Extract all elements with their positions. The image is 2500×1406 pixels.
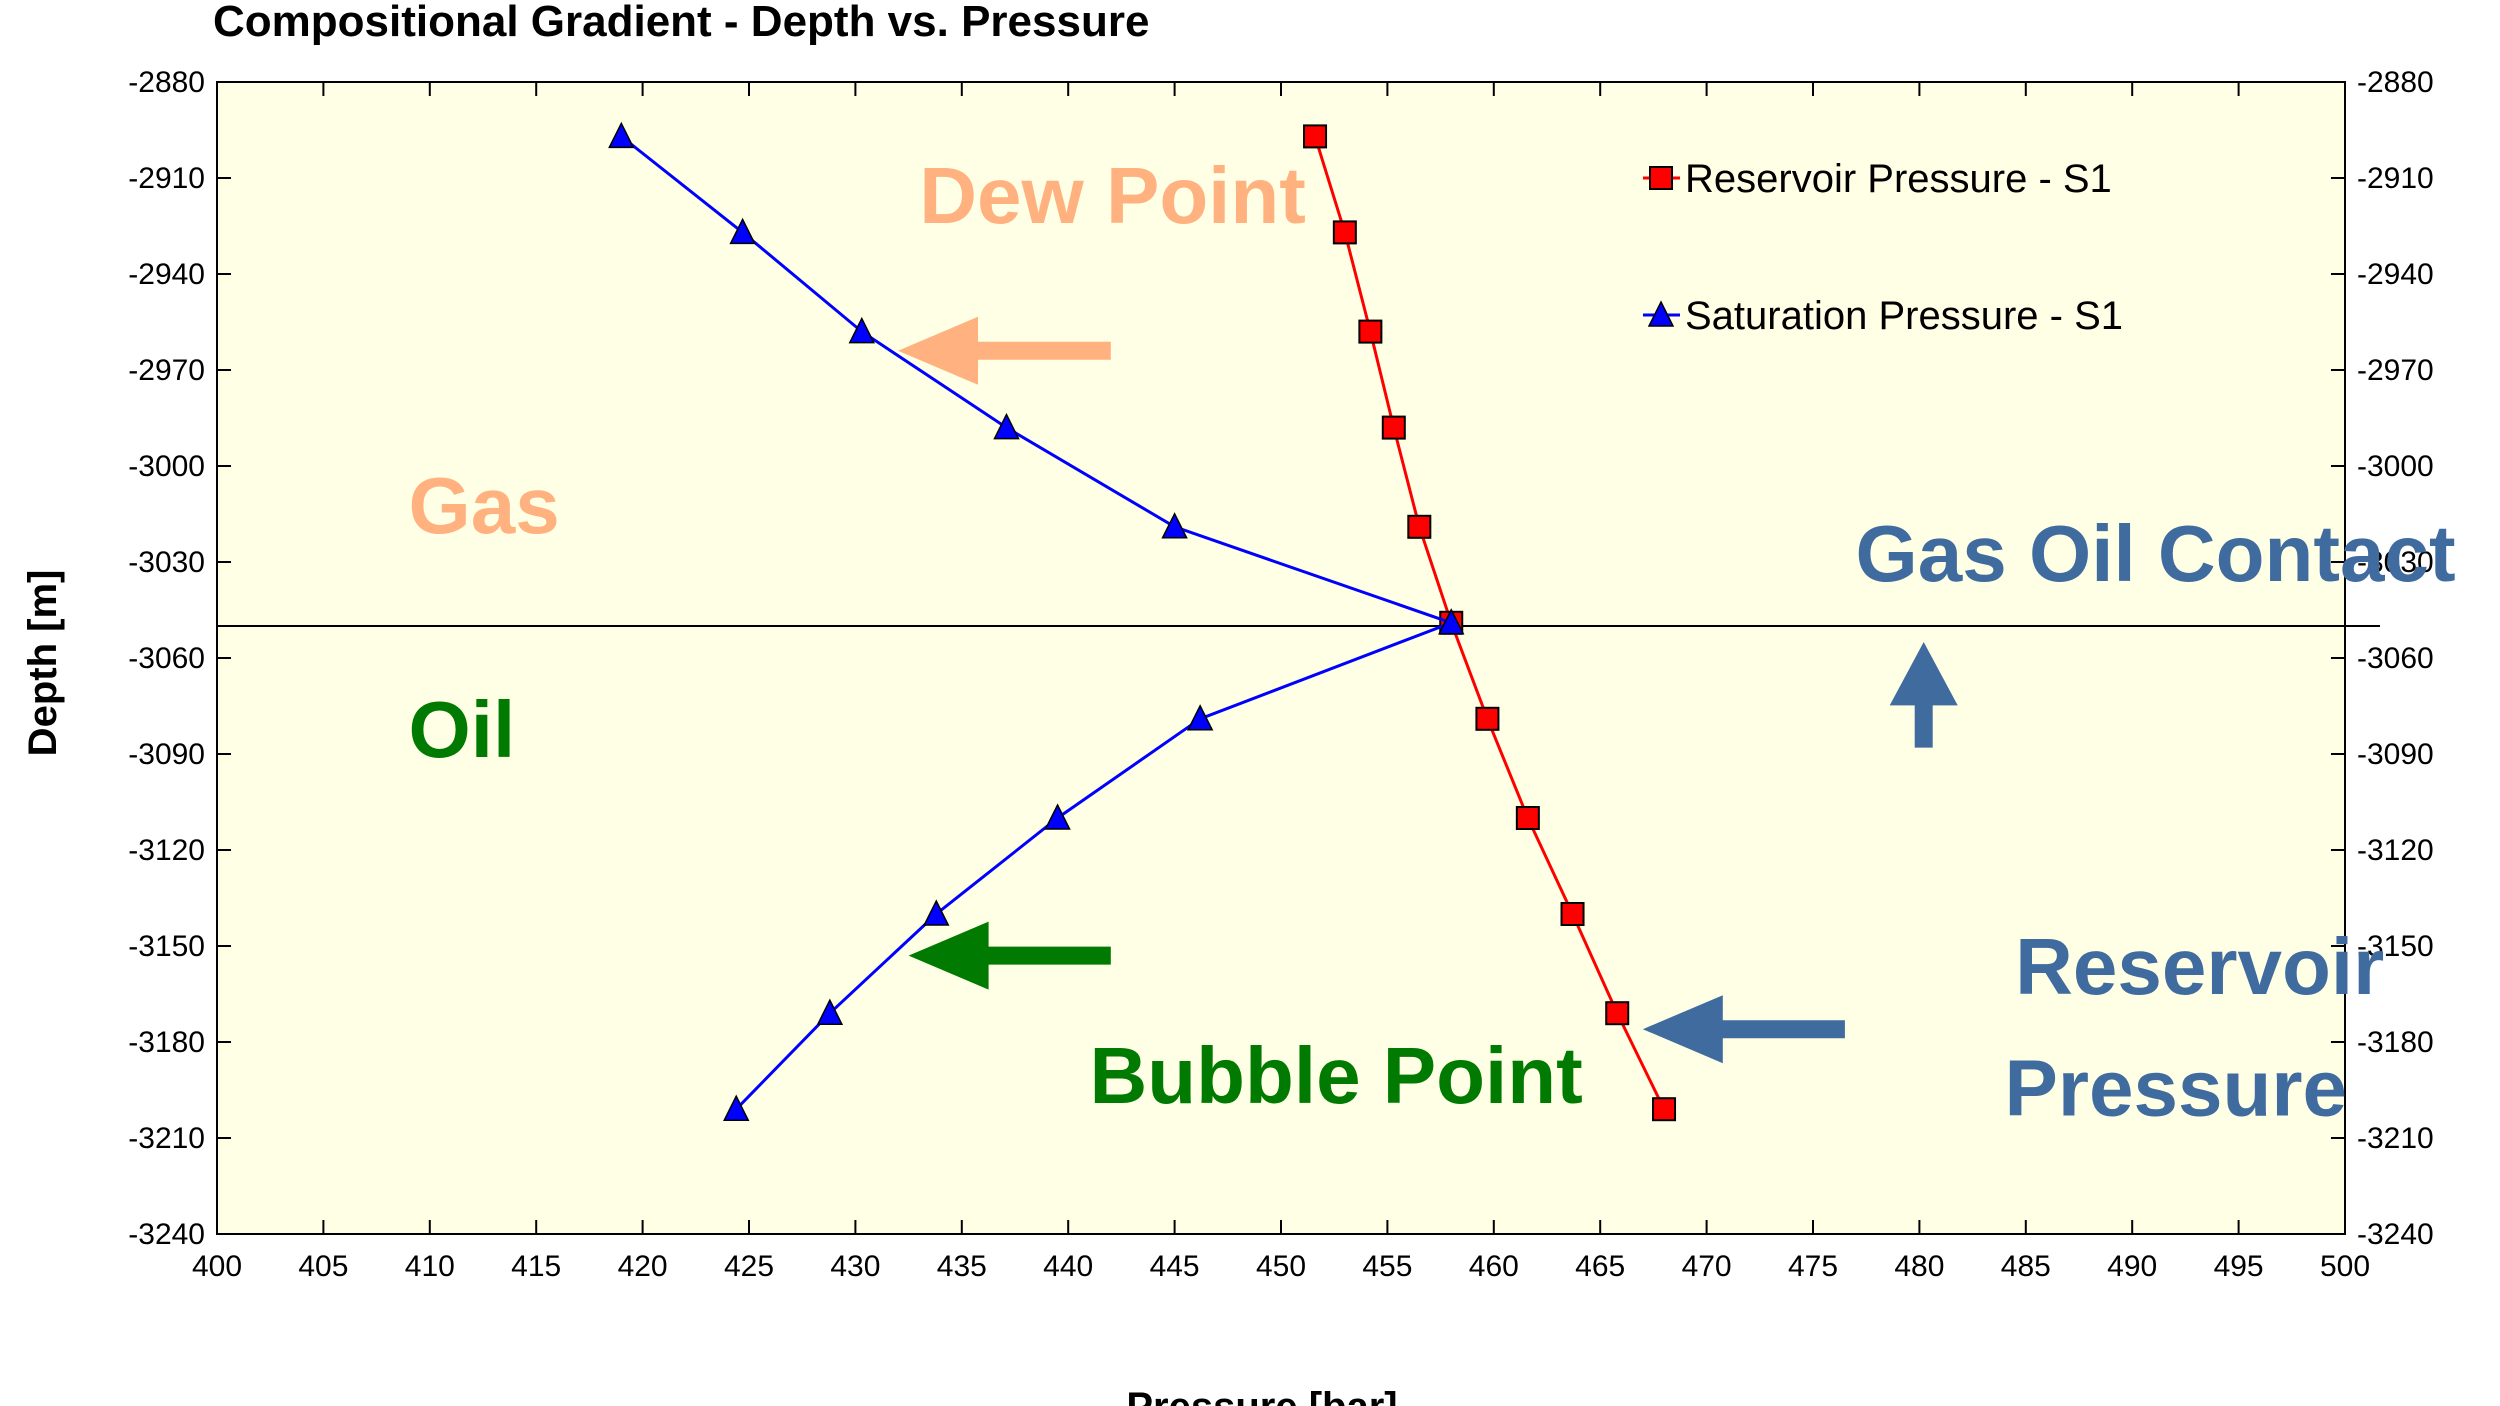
x-tick-label: 400 bbox=[192, 1250, 242, 1283]
data-point-saturation bbox=[848, 316, 875, 344]
x-tick-label: 435 bbox=[937, 1250, 987, 1283]
x-axis-title: Pressure [bar] bbox=[1126, 1385, 1397, 1406]
chart-title: Compositional Gradient - Depth vs. Press… bbox=[213, 0, 1149, 46]
annotation-arrow-bubble-point bbox=[908, 921, 1111, 990]
data-point-saturation bbox=[729, 217, 756, 245]
y-tick-label-right: -2910 bbox=[2357, 162, 2434, 195]
x-tick-label: 480 bbox=[1894, 1250, 1944, 1283]
y-tick-label-left: -3180 bbox=[128, 1026, 205, 1059]
y-tick-label-left: -3240 bbox=[128, 1218, 205, 1251]
x-tick-label: 495 bbox=[2214, 1250, 2264, 1283]
data-point-saturation bbox=[923, 899, 950, 926]
annotation-dew-point: Dew Point bbox=[919, 151, 1306, 240]
legend-label-reservoir: Reservoir Pressure - S1 bbox=[1685, 157, 2112, 201]
x-tick-label: 470 bbox=[1682, 1250, 1732, 1283]
x-tick-label: 405 bbox=[298, 1250, 348, 1283]
y-tick-label-left: -2910 bbox=[128, 162, 205, 195]
x-tick-label: 430 bbox=[830, 1250, 880, 1283]
x-tick-label: 420 bbox=[618, 1250, 668, 1283]
y-tick-label-right: -3150 bbox=[2357, 930, 2434, 963]
data-point-reservoir bbox=[1515, 806, 1540, 830]
y-tick-label-right: -3060 bbox=[2357, 642, 2434, 675]
y-tick-label-right: -3090 bbox=[2357, 738, 2434, 771]
annotation-layer: Dew Point Gas Gas Oil Contact Oil Bubble Poi… bbox=[409, 151, 2456, 1133]
data-point-reservoir bbox=[1475, 706, 1500, 731]
y-tick-label-right: -3000 bbox=[2357, 450, 2434, 483]
y-tick-label-left: -3000 bbox=[128, 450, 205, 483]
y-tick-label-left: -3150 bbox=[128, 930, 205, 963]
data-point-reservoir bbox=[1652, 1097, 1677, 1122]
y-tick-label-left: -3210 bbox=[128, 1122, 205, 1155]
y-tick-label-right: -3120 bbox=[2357, 834, 2434, 867]
x-tick-label: 440 bbox=[1043, 1250, 1093, 1283]
series-layer bbox=[608, 121, 1677, 1122]
annotation-bubble-point: Bubble Point bbox=[1089, 1031, 1582, 1120]
data-point-saturation bbox=[1044, 803, 1071, 830]
data-point-saturation bbox=[816, 998, 844, 1025]
y-axis-title: Depth [m] bbox=[21, 570, 65, 757]
x-tick-label: 465 bbox=[1575, 1250, 1625, 1283]
x-tick-label: 490 bbox=[2107, 1250, 2157, 1283]
x-tick-label: 500 bbox=[2320, 1250, 2370, 1283]
y-tick-label-right: -3210 bbox=[2357, 1122, 2434, 1155]
y-tick-label-right: -3030 bbox=[2357, 546, 2434, 579]
annotation-arrow-dew-point bbox=[898, 316, 1111, 385]
annotation-gas-oil-contact: Gas Oil Contact bbox=[1856, 509, 2456, 598]
y-tick-label-left: -2970 bbox=[128, 354, 205, 387]
y-tick-label-left: -3030 bbox=[128, 546, 205, 579]
x-tick-label: 455 bbox=[1362, 1250, 1412, 1283]
x-tick-label: 460 bbox=[1469, 1250, 1519, 1283]
data-point-saturation bbox=[993, 412, 1020, 440]
y-tick-label-left: -3060 bbox=[128, 642, 205, 675]
y-tick-label-left: -3090 bbox=[128, 738, 205, 771]
data-point-reservoir bbox=[1332, 220, 1357, 245]
plot-area bbox=[216, 81, 2346, 1235]
x-tick-label: 485 bbox=[2001, 1250, 2051, 1283]
data-point-saturation bbox=[1186, 704, 1214, 731]
axes: 400 405 410 415 420 425 430 435 440 445 450 455 460 4… bbox=[128, 66, 2433, 1283]
y-tick-label-right: -2940 bbox=[2357, 258, 2434, 291]
y-tick-label-right: -2880 bbox=[2357, 66, 2434, 99]
x-tick-label: 450 bbox=[1256, 1250, 1306, 1283]
data-point-saturation bbox=[608, 121, 635, 149]
data-point-saturation bbox=[1438, 608, 1465, 635]
legend-marker-saturation bbox=[1647, 300, 1675, 327]
data-point-saturation bbox=[723, 1094, 750, 1121]
y-tick-label-right: -3180 bbox=[2357, 1026, 2434, 1059]
annotation-reservoir-pressure-line1: Reservoir bbox=[2015, 922, 2384, 1011]
y-tick-label-left: -2880 bbox=[128, 66, 205, 99]
x-tick-label: 410 bbox=[405, 1250, 455, 1283]
y-tick-label-left: -2940 bbox=[128, 258, 205, 291]
data-point-reservoir bbox=[1358, 319, 1383, 344]
y-tick-label-right: -3240 bbox=[2357, 1218, 2434, 1251]
data-point-reservoir bbox=[1303, 124, 1328, 149]
x-tick-label: 475 bbox=[1788, 1250, 1838, 1283]
legend-label-saturation: Saturation Pressure - S1 bbox=[1685, 294, 2123, 338]
data-point-reservoir bbox=[1407, 514, 1432, 539]
annotation-arrow-gas-oil-contact bbox=[1889, 642, 1958, 748]
annotation-oil: Oil bbox=[409, 685, 516, 774]
data-point-reservoir bbox=[1560, 902, 1585, 926]
data-point-reservoir bbox=[1605, 1001, 1630, 1026]
y-tick-label-left: -3120 bbox=[128, 834, 205, 867]
data-point-saturation bbox=[1161, 512, 1188, 539]
annotation-gas: Gas bbox=[409, 461, 560, 550]
legend: Reservoir Pressure - S1 Saturation Press… bbox=[1643, 157, 2123, 338]
x-tick-label: 415 bbox=[511, 1250, 561, 1283]
x-tick-label: 445 bbox=[1150, 1250, 1200, 1283]
annotation-reservoir-pressure-line2: Pressure bbox=[2005, 1044, 2347, 1133]
x-tick-label: 425 bbox=[724, 1250, 774, 1283]
data-point-reservoir bbox=[1381, 415, 1406, 440]
annotation-arrow-reservoir-pressure-line2 bbox=[1642, 995, 1845, 1064]
legend-marker-reservoir bbox=[1649, 166, 1673, 190]
y-tick-label-right: -2970 bbox=[2357, 354, 2434, 387]
